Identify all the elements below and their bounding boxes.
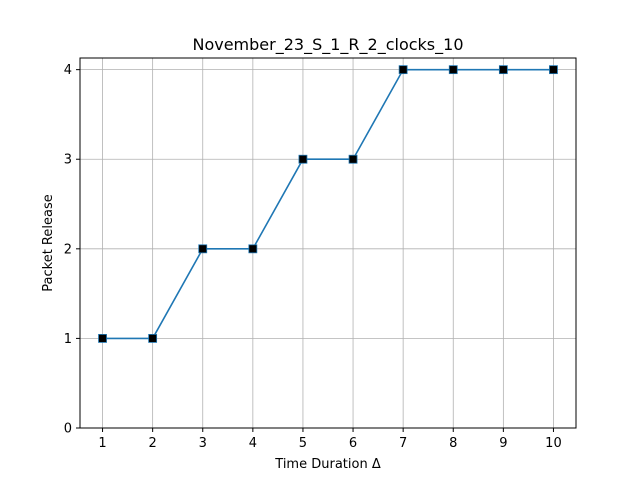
- data-point: [398, 65, 408, 75]
- y-tick-label: 3: [64, 153, 72, 168]
- plot-frame: [79, 57, 577, 429]
- x-tick-label: 8: [449, 436, 457, 451]
- x-axis-ticks: 1 2 3 4 5 6 7 8 9 10: [98, 428, 562, 451]
- y-tick-label: 2: [64, 242, 72, 257]
- data-point: [549, 65, 558, 75]
- y-axis-ticks: 0 1 2 3 4: [64, 63, 80, 437]
- data-point: [448, 65, 458, 75]
- y-axis-label: Packet Release: [41, 194, 56, 291]
- chart-title: November_23_S_1_R_2_clocks_10: [192, 35, 463, 55]
- x-tick-label: 1: [98, 436, 106, 451]
- x-tick-label: 3: [199, 436, 207, 451]
- x-tick-label: 4: [249, 436, 257, 451]
- x-tick-label: 5: [299, 436, 307, 451]
- data-point: [348, 154, 358, 164]
- y-tick-label: 1: [64, 332, 72, 347]
- y-tick-label: 4: [64, 63, 72, 78]
- series-line: [102, 68, 554, 340]
- y-tick-label: 0: [64, 422, 72, 437]
- data-point: [498, 65, 508, 75]
- data-point: [248, 244, 258, 254]
- x-tick-label: 2: [149, 436, 157, 451]
- grid-lines: [80, 58, 576, 429]
- data-point: [198, 244, 208, 254]
- x-axis-label: Time Duration Δ: [274, 457, 381, 472]
- data-point: [148, 334, 158, 343]
- data-point: [298, 154, 308, 164]
- x-tick-label: 6: [349, 436, 357, 451]
- x-tick-label: 9: [499, 436, 507, 451]
- series-group: [98, 65, 558, 343]
- data-point: [98, 334, 107, 343]
- x-tick-label: 7: [399, 436, 407, 451]
- x-tick-label: 10: [545, 436, 562, 451]
